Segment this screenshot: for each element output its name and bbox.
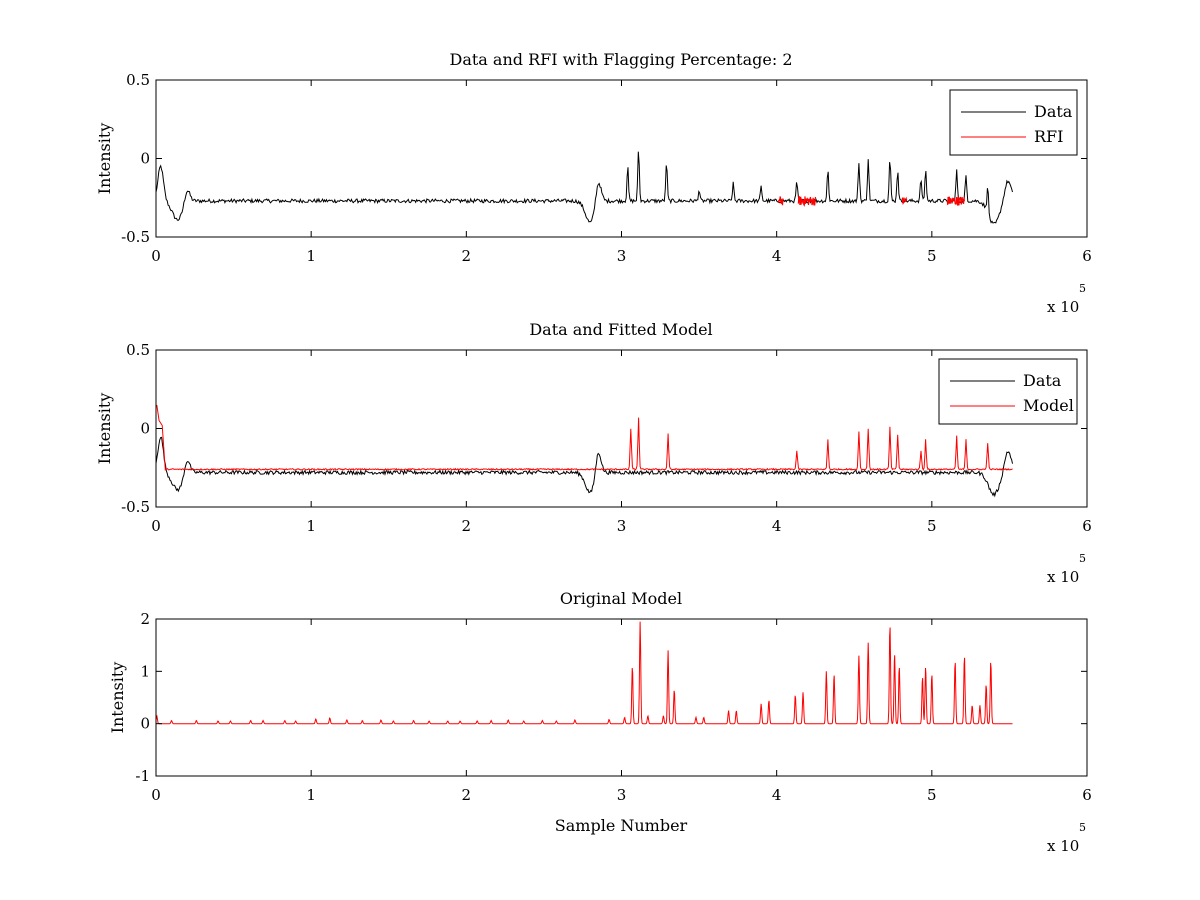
y-tick-label: -0.5	[121, 498, 150, 516]
x-tick-label: 3	[617, 247, 627, 265]
x-tick-label: 2	[462, 247, 472, 265]
subplot-1-x-exponent-base: x 10	[1047, 298, 1079, 316]
series-data-line	[155, 436, 1013, 498]
subplot-3-y-axis-label: Intensity	[108, 662, 127, 734]
x-tick-label: 0	[151, 247, 161, 265]
subplot-2-legend: Data Model	[938, 358, 1078, 425]
subplot-2-y-axis-label: Intensity	[95, 393, 114, 465]
x-tick-label: 3	[617, 786, 627, 804]
x-tick-label: 5	[927, 786, 937, 804]
subplot-1-plot-area	[155, 151, 1013, 224]
legend-label-model: Model	[1023, 396, 1074, 415]
legend-box	[938, 358, 1078, 425]
series-rfi-segment	[797, 195, 817, 207]
x-tick-label: 0	[151, 517, 161, 535]
x-tick-label: 4	[772, 786, 782, 804]
subplot-data-rfi: Data and RFI with Flagging Percentage: 2…	[95, 50, 1092, 316]
series-original-model-line	[155, 621, 1013, 725]
x-tick-label: 6	[1082, 517, 1092, 535]
x-tick-label: 1	[306, 247, 316, 265]
x-tick-label: 6	[1082, 786, 1092, 804]
subplot-3-title: Original Model	[560, 589, 682, 608]
legend-box	[949, 89, 1078, 156]
subplot-2-x-exponent-power: 5	[1079, 552, 1086, 565]
y-tick-label: 2	[140, 610, 150, 628]
x-tick-label: 4	[772, 517, 782, 535]
x-tick-label: 4	[772, 247, 782, 265]
x-tick-label: 3	[617, 517, 627, 535]
x-tick-label: 1	[306, 786, 316, 804]
legend-label-data: Data	[1034, 102, 1073, 121]
series-rfi-segment	[777, 196, 784, 206]
legend-label-rfi: RFI	[1034, 127, 1063, 146]
y-tick-label: 0	[140, 420, 150, 438]
y-tick-label: -0.5	[121, 228, 150, 246]
subplot-2-ticks: 0 1 2 3 4 5 6-0.500.5	[121, 341, 1092, 535]
x-tick-label: 5	[927, 247, 937, 265]
y-tick-label: 0	[140, 150, 150, 168]
legend-label-data: Data	[1023, 371, 1062, 390]
subplot-3-plot-area	[155, 621, 1013, 725]
subplot-1-legend: Data RFI	[949, 89, 1078, 156]
series-rfi-segment	[901, 196, 908, 206]
x-tick-label: 1	[306, 517, 316, 535]
subplot-2-plot-area	[155, 404, 1013, 498]
subplot-1-x-exponent-power: 5	[1079, 282, 1086, 295]
subplot-1-ticks: 0 1 2 3 4 5 6-0.500.5	[121, 71, 1092, 265]
x-tick-label: 2	[462, 786, 472, 804]
y-tick-label: 1	[140, 662, 150, 680]
subplot-2-x-exponent-base: x 10	[1047, 568, 1079, 586]
subplot-2-title: Data and Fitted Model	[529, 320, 712, 339]
x-tick-label: 6	[1082, 247, 1092, 265]
series-data-line	[155, 151, 1013, 224]
x-tick-label: 5	[927, 517, 937, 535]
subplot-3-x-exponent-base: x 10	[1047, 837, 1079, 855]
subplot-1-title: Data and RFI with Flagging Percentage: 2	[449, 50, 792, 69]
y-tick-label: 0	[140, 715, 150, 733]
y-tick-label: 0.5	[126, 71, 150, 89]
subplot-3-x-axis-label: Sample Number	[555, 816, 688, 835]
y-tick-label: -1	[135, 767, 150, 785]
x-tick-label: 0	[151, 786, 161, 804]
x-tick-label: 2	[462, 517, 472, 535]
subplot-3-x-exponent-power: 5	[1079, 821, 1086, 834]
y-tick-label: 0.5	[126, 341, 150, 359]
subplot-fitted-model: Data and Fitted Model 0 1 2 3 4 5 6-0.500.5 In…	[95, 320, 1092, 586]
series-rfi-segment	[946, 196, 965, 206]
series-model-line	[156, 404, 1013, 472]
subplot-1-y-axis-label: Intensity	[95, 123, 114, 195]
